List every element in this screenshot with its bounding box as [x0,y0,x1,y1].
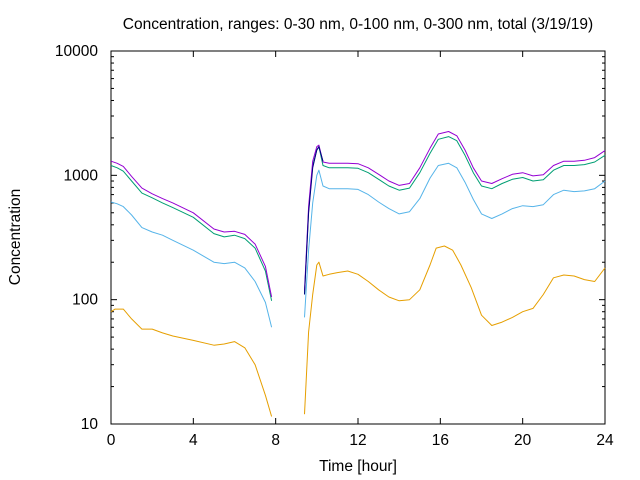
x-tick-label: 0 [107,432,116,449]
series-line-4 [110,160,273,298]
x-tick-label: 20 [514,432,532,449]
x-tick-label: 12 [349,432,366,449]
x-axis-label: Time [hour] [319,458,397,475]
series-line-3 [110,165,273,301]
y-tick-label: 10000 [55,43,98,60]
x-tick-label: 24 [596,432,614,449]
series-line-5 [304,146,324,295]
chart-title: Concentration, ranges: 0-30 nm, 0-100 nm… [123,16,593,33]
axis-ticks: 0 4 8 12 16 20 24 10 100 1000 10000 [55,43,614,449]
series-line-2 [110,201,273,328]
series-line-4 [304,131,606,291]
y-axis-label: Concentration [7,189,24,286]
x-tick-label: 8 [271,432,280,449]
series-line-1 [110,308,273,417]
series-line-1 [304,245,606,415]
x-tick-label: 16 [432,432,449,449]
series-line-2 [304,162,606,318]
plot-frame [110,50,606,425]
y-tick-label: 1000 [64,167,99,184]
series-line-3 [304,136,606,295]
series-group [110,131,606,417]
y-tick-label: 100 [72,292,98,309]
y-tick-label: 10 [81,416,99,433]
x-tick-label: 4 [189,432,198,449]
